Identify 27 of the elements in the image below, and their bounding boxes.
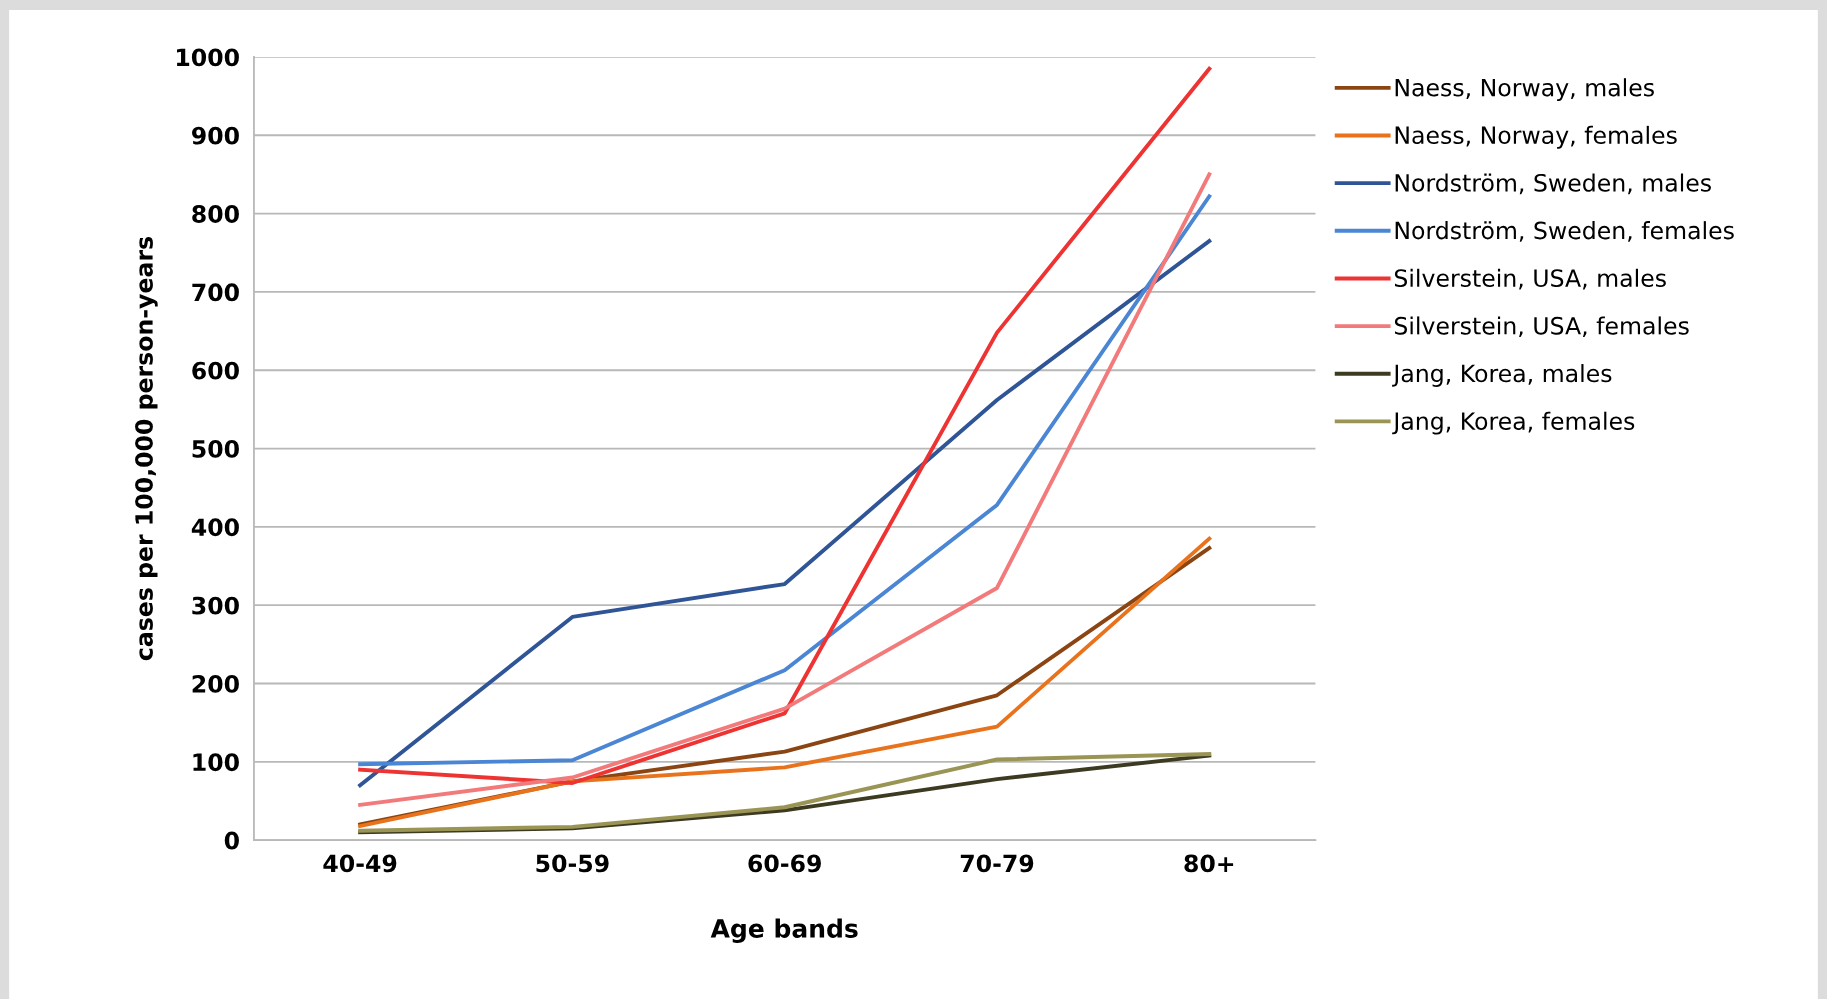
- x-tick-label: 70-79: [960, 854, 1034, 873]
- line-series: [358, 66, 1212, 785]
- x-tick-label: 40-49: [323, 854, 397, 873]
- legend-label: Naess, Norway, males: [1395, 78, 1654, 102]
- y-tick-label: 300: [192, 596, 239, 615]
- y-tick-label: 100: [193, 753, 239, 772]
- y-tick-label: 900: [192, 126, 239, 145]
- y-tick-label: 700: [192, 283, 239, 302]
- y-tick-label: 0: [224, 831, 239, 850]
- y-tick-label: 600: [192, 361, 239, 380]
- legend-label: Silverstein, USA, males: [1394, 268, 1666, 290]
- legend-label: Naess, Norway, females: [1395, 125, 1677, 149]
- y-tick-label: 200: [192, 674, 239, 693]
- y-tick-label: 800: [192, 205, 239, 223]
- y-axis-title: cases per 100,000 person-years: [135, 237, 158, 661]
- legend-label: Jang, Korea, males: [1392, 364, 1612, 387]
- y-tick-label: 400: [191, 518, 239, 537]
- y-tick-label: 500: [192, 440, 239, 458]
- legend-label: Nordström, Sweden, females: [1395, 221, 1734, 242]
- x-tick-label: 60-69: [748, 854, 821, 873]
- x-tick-label: 50-59: [536, 854, 609, 873]
- legend-label: Jang, Korea, females: [1392, 411, 1635, 435]
- y-tick-label: 1000: [177, 48, 239, 67]
- legend-label: Silverstein, USA, females: [1394, 316, 1689, 338]
- x-tick-label: 80+: [1184, 854, 1234, 873]
- legend-label: Nordström, Sweden, males: [1395, 173, 1711, 195]
- x-axis-title: Age bands: [710, 918, 858, 943]
